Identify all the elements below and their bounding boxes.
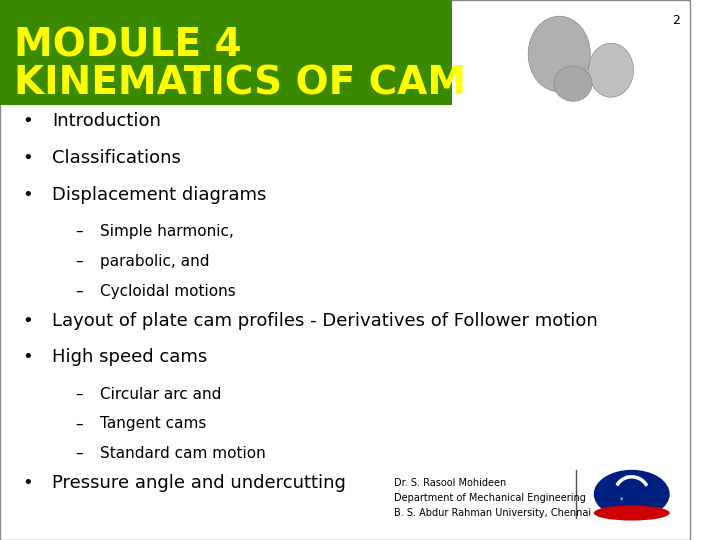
- Text: •: •: [22, 149, 33, 167]
- Text: –: –: [76, 446, 84, 461]
- Text: Dr. S. Rasool Mohideen: Dr. S. Rasool Mohideen: [394, 478, 505, 488]
- Ellipse shape: [594, 470, 670, 518]
- Text: –: –: [76, 284, 84, 299]
- Text: Tangent cams: Tangent cams: [100, 416, 207, 431]
- Text: Cycloidal motions: Cycloidal motions: [100, 284, 236, 299]
- Text: Layout of plate cam profiles - Derivatives of Follower motion: Layout of plate cam profiles - Derivativ…: [52, 312, 598, 330]
- Text: 2: 2: [672, 14, 680, 26]
- Text: –: –: [76, 416, 84, 431]
- Text: Introduction: Introduction: [52, 112, 161, 131]
- Text: Standard cam motion: Standard cam motion: [100, 446, 266, 461]
- Text: Pressure angle and undercutting: Pressure angle and undercutting: [52, 474, 346, 492]
- Text: Circular arc and: Circular arc and: [100, 387, 222, 402]
- Ellipse shape: [594, 505, 670, 521]
- Text: Classifications: Classifications: [52, 149, 181, 167]
- Text: –: –: [76, 387, 84, 402]
- Text: •: •: [22, 348, 33, 367]
- Ellipse shape: [528, 16, 590, 92]
- Text: Department of Mechanical Engineering: Department of Mechanical Engineering: [394, 493, 585, 503]
- Text: –: –: [76, 254, 84, 269]
- Text: High speed cams: High speed cams: [52, 348, 207, 367]
- Text: •: •: [22, 112, 33, 131]
- Text: MODULE 4: MODULE 4: [14, 27, 241, 65]
- Text: Simple harmonic,: Simple harmonic,: [100, 224, 234, 239]
- Text: •: •: [22, 312, 33, 330]
- Text: B. S. Abdur Rahman University, Chennai: B. S. Abdur Rahman University, Chennai: [394, 508, 590, 518]
- Text: –: –: [76, 224, 84, 239]
- Ellipse shape: [588, 43, 634, 97]
- Text: •: •: [22, 186, 33, 204]
- Text: *: *: [616, 483, 620, 489]
- Text: *: *: [625, 475, 629, 481]
- Text: KINEMATICS OF CAM: KINEMATICS OF CAM: [14, 65, 466, 103]
- Text: parabolic, and: parabolic, and: [100, 254, 210, 269]
- Text: Displacement diagrams: Displacement diagrams: [52, 186, 266, 204]
- Text: *: *: [620, 496, 623, 503]
- Text: •: •: [22, 474, 33, 492]
- FancyBboxPatch shape: [0, 0, 452, 105]
- Ellipse shape: [554, 66, 592, 102]
